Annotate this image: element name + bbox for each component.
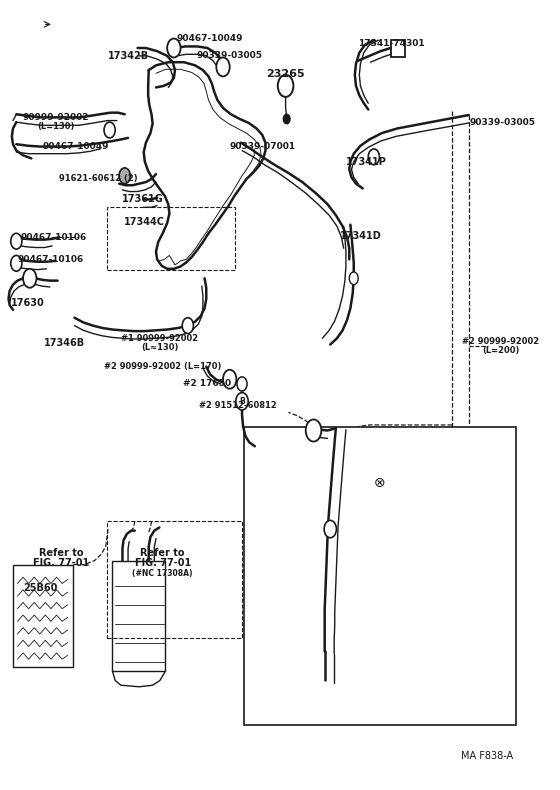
Text: (#NC 17308A): (#NC 17308A) (133, 569, 193, 577)
Circle shape (11, 255, 22, 271)
Text: 17341D: 17341D (340, 231, 382, 241)
Text: #2 90999-92002: #2 90999-92002 (462, 337, 539, 346)
Text: ⊗: ⊗ (374, 476, 385, 491)
Text: #2 17650: #2 17650 (183, 379, 231, 389)
Text: #2 90999-92002 (L=170): #2 90999-92002 (L=170) (104, 362, 221, 371)
Text: 90339-07001: 90339-07001 (229, 142, 295, 151)
Text: 90999-92002: 90999-92002 (22, 113, 88, 122)
Text: 90467-10106: 90467-10106 (21, 233, 87, 242)
Circle shape (167, 39, 180, 58)
Text: 17361G: 17361G (122, 194, 164, 205)
Text: #1 90999-92002: #1 90999-92002 (122, 333, 198, 343)
Text: 90339-03005: 90339-03005 (470, 118, 536, 127)
Text: FIG. 77-01: FIG. 77-01 (134, 558, 191, 568)
Text: 17344C: 17344C (124, 216, 165, 227)
Circle shape (119, 168, 130, 183)
Circle shape (324, 521, 337, 538)
Text: Refer to: Refer to (141, 547, 185, 558)
Text: 17341P: 17341P (346, 156, 387, 167)
Text: 17630: 17630 (11, 298, 44, 308)
Text: MA F838-A: MA F838-A (461, 751, 513, 762)
Text: 90467-10049: 90467-10049 (177, 34, 244, 43)
Circle shape (216, 58, 230, 77)
Circle shape (104, 122, 115, 138)
Text: 17342B: 17342B (108, 51, 148, 61)
Text: FIG. 77-01: FIG. 77-01 (33, 558, 89, 568)
Bar (113, 561, 166, 671)
Bar (107, 207, 235, 270)
Text: 90467-10049: 90467-10049 (43, 142, 109, 151)
Circle shape (182, 318, 193, 333)
Text: 90467-10106: 90467-10106 (18, 255, 84, 264)
Circle shape (236, 393, 248, 410)
Circle shape (23, 269, 36, 288)
Circle shape (349, 272, 358, 284)
Text: 25B60: 25B60 (24, 583, 58, 593)
Circle shape (11, 233, 22, 249)
Text: Refer to: Refer to (39, 547, 83, 558)
Bar (244, 427, 516, 724)
Text: B: B (239, 397, 245, 406)
Circle shape (278, 75, 293, 97)
Circle shape (237, 377, 247, 391)
Bar (391, 40, 405, 58)
Text: 91621-60612 (2): 91621-60612 (2) (59, 174, 138, 182)
Text: #2 91512-60812: #2 91512-60812 (199, 401, 277, 410)
Circle shape (223, 370, 236, 389)
Text: 23265: 23265 (266, 69, 305, 79)
Text: 17346B: 17346B (44, 338, 86, 348)
Text: (L≈130): (L≈130) (141, 343, 179, 352)
Text: (L=130): (L=130) (37, 122, 74, 131)
Bar (107, 521, 242, 638)
Circle shape (283, 115, 290, 124)
Text: (L=200): (L=200) (482, 346, 519, 356)
Text: 17341-74301: 17341-74301 (358, 39, 425, 47)
Text: 90339-03005: 90339-03005 (197, 51, 263, 60)
Bar (13, 565, 73, 667)
Circle shape (368, 149, 380, 165)
Circle shape (306, 419, 321, 442)
